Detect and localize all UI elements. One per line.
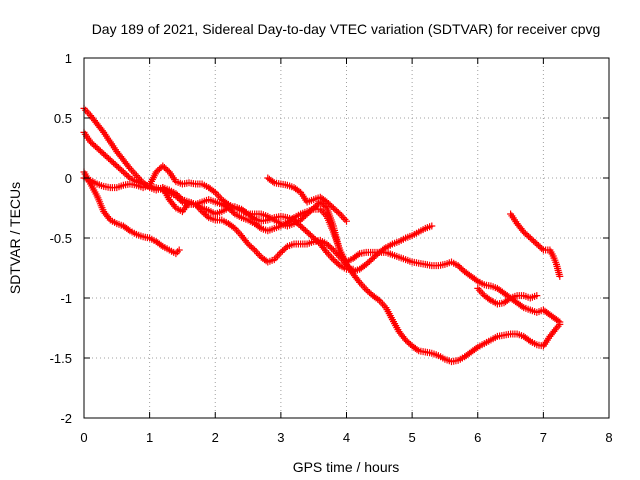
y-tick-label: -2 — [60, 411, 72, 426]
y-tick-label: -1 — [60, 291, 72, 306]
series-track-2 — [80, 104, 564, 366]
series-group — [80, 104, 564, 366]
series-line — [83, 107, 561, 363]
x-tick-label: 4 — [343, 430, 350, 445]
series-markers — [80, 104, 564, 366]
axis-ticks — [83, 57, 610, 419]
x-tick-label: 0 — [80, 430, 87, 445]
y-tick-label: 1 — [65, 51, 72, 66]
y-tick-label: 0.5 — [54, 111, 72, 126]
y-axis-tick-labels: 1 0.5 0 -0.5 -1 -1.5 -2 — [50, 51, 72, 426]
series-markers — [507, 210, 564, 280]
x-axis-label: GPS time / hours — [293, 459, 400, 475]
x-tick-label: 1 — [146, 430, 153, 445]
y-tick-label: -0.5 — [50, 231, 72, 246]
x-tick-label: 5 — [409, 430, 416, 445]
series-track-6 — [159, 184, 357, 273]
y-tick-label: 0 — [65, 171, 72, 186]
x-axis-tick-labels: 0 1 2 3 4 5 6 7 8 — [80, 430, 612, 445]
chart-title: Day 189 of 2021, Sidereal Day-to-day VTE… — [92, 21, 601, 37]
series-track-7 — [507, 210, 564, 280]
series-track-1 — [80, 168, 183, 258]
x-tick-label: 7 — [540, 430, 547, 445]
y-axis-label: SDTVAR / TECUs — [7, 182, 23, 294]
x-tick-label: 3 — [277, 430, 284, 445]
x-tick-label: 6 — [474, 430, 481, 445]
series-track-8 — [474, 284, 541, 308]
y-tick-label: -1.5 — [50, 351, 72, 366]
x-tick-label: 2 — [212, 430, 219, 445]
series-track-5 — [264, 174, 350, 225]
series-markers — [159, 184, 357, 273]
series-markers — [474, 284, 541, 308]
series-markers — [264, 174, 350, 225]
x-tick-label: 8 — [605, 430, 612, 445]
